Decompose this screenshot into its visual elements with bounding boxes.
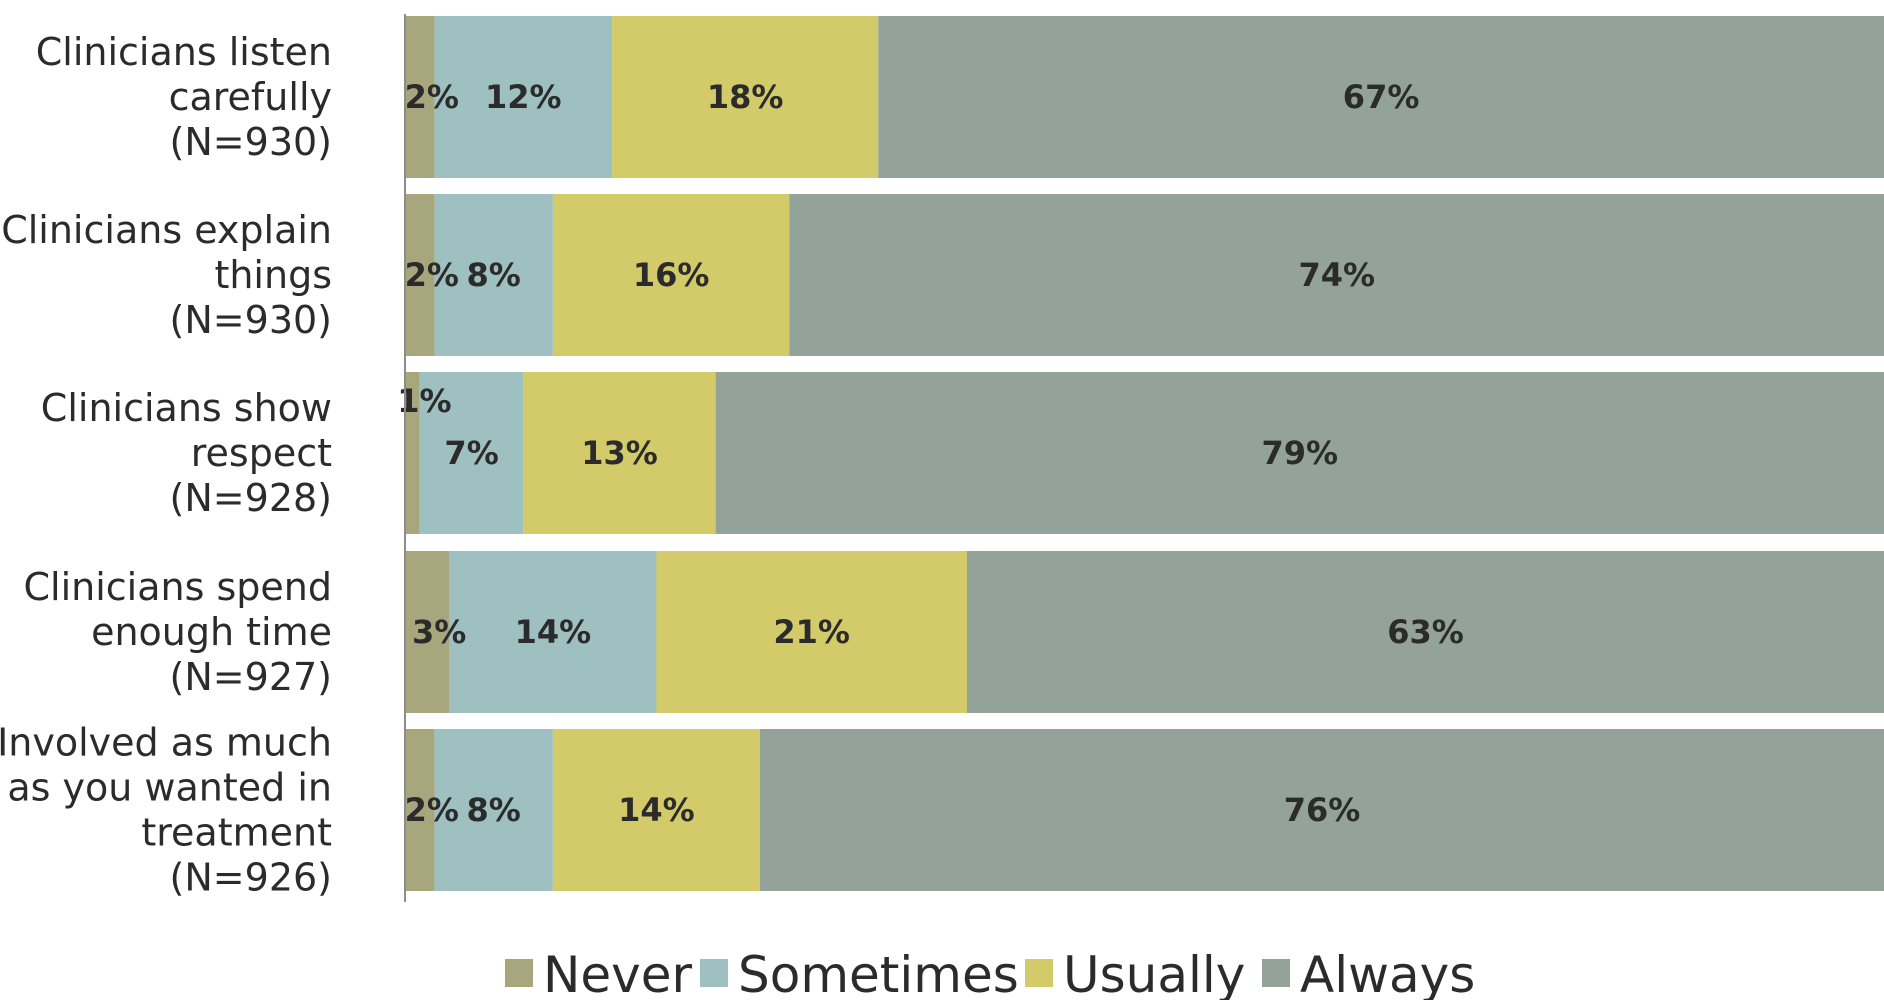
bar-segment-sometimes-4: [434, 729, 553, 891]
bar-segment-sometimes-3: [449, 551, 657, 713]
data-label-usually-1: 16%: [633, 256, 710, 294]
category-label-line: respect: [191, 431, 332, 475]
data-label-never-4: 2%: [405, 791, 459, 829]
bar-segment-never-3: [405, 551, 450, 713]
data-label-sometimes-2: 7%: [444, 434, 498, 472]
category-label-2: Clinicians show respect (N=928): [41, 386, 332, 520]
bar-segment-always-2: [715, 372, 1884, 534]
data-label-never-0: 2%: [405, 78, 459, 116]
legend-label-sometimes: Sometimes: [738, 946, 1019, 1000]
category-label-line: Clinicians explain: [1, 208, 332, 252]
category-labels-layer: Clinicians listen carefully (N=930)Clinici…: [0, 30, 332, 900]
data-label-usually-4: 14%: [618, 791, 695, 829]
category-label-line: (N=926): [170, 856, 332, 900]
data-label-usually-2: 13%: [581, 434, 658, 472]
category-label-3: Clinicians spend enough time (N=927): [24, 565, 333, 699]
bar-segment-never-4: [405, 729, 435, 891]
data-label-never-2: 1%: [397, 382, 451, 420]
category-label-1: Clinicians explain things (N=930): [1, 208, 332, 342]
bar-segment-usually-4: [552, 729, 760, 891]
legend-label-never: Never: [543, 946, 693, 1000]
data-label-always-0: 67%: [1343, 78, 1420, 116]
bar-segment-sometimes-2: [419, 372, 524, 534]
data-labels-layer: 2% 12% 18% 67%2% 8% 16% 74%1%7% 13% 79%3% 14% 21% 6…: [397, 78, 1464, 829]
bar-segment-always-3: [967, 551, 1884, 713]
data-label-usually-3: 21%: [773, 613, 850, 651]
bar-segment-sometimes-0: [434, 16, 613, 178]
data-label-always-4: 76%: [1284, 791, 1361, 829]
category-label-line: Involved as much: [0, 721, 332, 765]
data-label-sometimes-1: 8%: [467, 256, 521, 294]
bar-segment-always-4: [760, 729, 1884, 891]
bar-segment-always-0: [878, 16, 1884, 178]
category-label-line: Clinicians spend: [24, 565, 333, 609]
bar-segment-always-1: [789, 194, 1884, 356]
category-label-line: Clinicians show: [41, 386, 332, 430]
legend-label-always: Always: [1300, 946, 1475, 1000]
legend-label-usually: Usually: [1063, 946, 1245, 1000]
category-label-line: enough time: [91, 610, 332, 654]
data-label-never-1: 2%: [405, 256, 459, 294]
data-label-sometimes-4: 8%: [467, 791, 521, 829]
data-label-always-3: 63%: [1387, 613, 1464, 651]
category-label-0: Clinicians listen carefully (N=930): [36, 30, 332, 164]
legend: Never Sometimes Usually Always: [505, 946, 1475, 1000]
bar-segment-never-1: [405, 194, 435, 356]
bar-segment-never-0: [405, 16, 435, 178]
bar-segment-sometimes-1: [434, 194, 553, 356]
data-label-always-2: 79%: [1262, 434, 1339, 472]
category-label-line: carefully: [169, 75, 332, 119]
bar-segment-usually-2: [523, 372, 716, 534]
bar-segment-usually-3: [656, 551, 967, 713]
bars-layer: [405, 16, 1884, 891]
category-label-line: (N=927): [170, 655, 332, 699]
bar-segment-never-2: [405, 372, 420, 534]
category-label-line: things: [214, 253, 332, 297]
data-label-sometimes-3: 14%: [515, 613, 592, 651]
bar-segment-usually-1: [552, 194, 790, 356]
bar-segment-usually-0: [612, 16, 879, 178]
legend-swatch-never: [505, 959, 533, 987]
category-label-line: (N=930): [170, 298, 332, 342]
category-label-4: Involved as much as you wanted in treatmen…: [0, 721, 332, 900]
category-label-line: as you wanted in: [7, 766, 332, 810]
data-label-usually-0: 18%: [707, 78, 784, 116]
legend-swatch-always: [1262, 959, 1290, 987]
category-label-line: (N=930): [170, 120, 332, 164]
data-label-sometimes-0: 12%: [485, 78, 562, 116]
legend-swatch-sometimes: [700, 959, 728, 987]
category-label-line: treatment: [141, 811, 332, 855]
data-label-always-1: 74%: [1299, 256, 1376, 294]
legend-swatch-usually: [1025, 959, 1053, 987]
category-label-line: (N=928): [170, 476, 332, 520]
data-label-never-3: 3%: [412, 613, 466, 651]
category-label-line: Clinicians listen: [36, 30, 332, 74]
